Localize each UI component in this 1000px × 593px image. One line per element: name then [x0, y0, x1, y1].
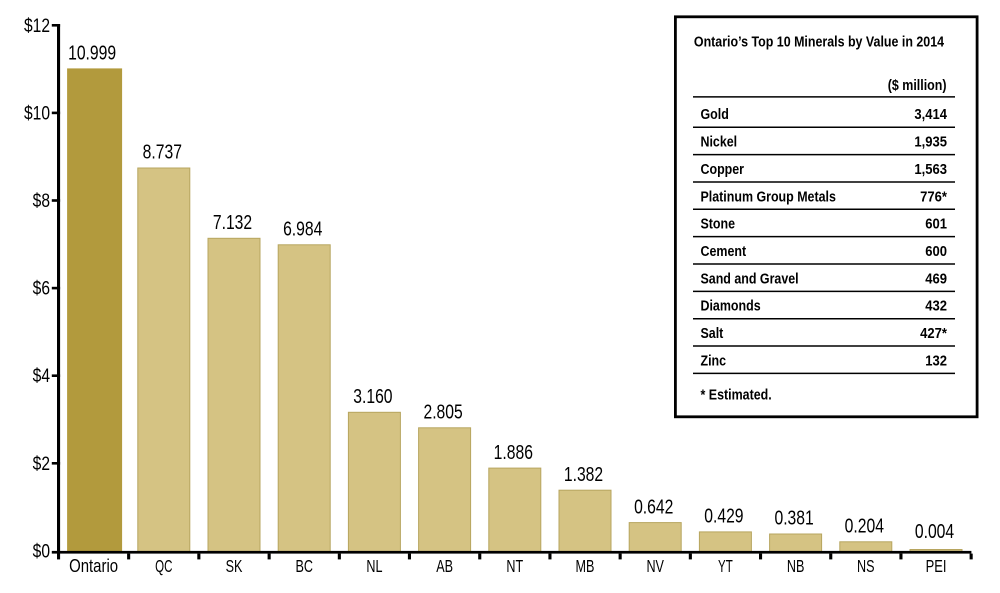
svg-text:0.204: 0.204: [845, 515, 884, 537]
svg-text:Ontario: Ontario: [69, 556, 118, 577]
svg-text:Salt: Salt: [701, 325, 724, 341]
svg-text:Nickel: Nickel: [701, 134, 738, 150]
svg-text:469: 469: [925, 270, 947, 287]
svg-text:YT: YT: [718, 557, 733, 577]
svg-text:Stone: Stone: [701, 216, 736, 232]
svg-text:3.160: 3.160: [353, 385, 392, 407]
svg-text:776*: 776*: [920, 187, 947, 204]
svg-text:$8: $8: [33, 190, 50, 212]
svg-text:0.004: 0.004: [915, 520, 954, 542]
svg-text:NB: NB: [787, 557, 804, 577]
svg-text:432: 432: [925, 297, 947, 314]
svg-text:1.382: 1.382: [564, 463, 603, 485]
svg-text:($ million): ($ million): [888, 77, 947, 93]
svg-text:MB: MB: [576, 557, 595, 577]
svg-text:Platinum Group Metals: Platinum Group Metals: [701, 188, 837, 204]
svg-text:NS: NS: [857, 557, 874, 577]
svg-text:Zinc: Zinc: [701, 352, 727, 368]
svg-text:7.132: 7.132: [213, 211, 252, 233]
svg-text:2.805: 2.805: [423, 401, 462, 423]
svg-text:* Estimated.: * Estimated.: [701, 386, 772, 402]
svg-text:$2: $2: [33, 452, 50, 474]
svg-text:Copper: Copper: [701, 161, 745, 177]
svg-text:NT: NT: [506, 557, 523, 577]
svg-text:Diamonds: Diamonds: [701, 298, 761, 314]
svg-text:6.984: 6.984: [283, 218, 322, 240]
svg-text:Sand and Gravel: Sand and Gravel: [701, 270, 799, 286]
svg-text:Gold: Gold: [701, 106, 729, 122]
svg-text:AB: AB: [436, 557, 453, 577]
svg-text:SK: SK: [226, 557, 243, 577]
svg-text:PEI: PEI: [926, 557, 947, 577]
svg-text:600: 600: [925, 242, 947, 259]
svg-text:Cement: Cement: [701, 243, 747, 259]
svg-text:10.999: 10.999: [68, 42, 116, 64]
svg-text:0.642: 0.642: [634, 496, 673, 518]
svg-text:NL: NL: [366, 557, 382, 577]
svg-text:$6: $6: [33, 277, 50, 299]
svg-text:1.886: 1.886: [494, 441, 533, 463]
svg-text:1,935: 1,935: [914, 133, 947, 150]
svg-text:$4: $4: [33, 365, 51, 387]
svg-text:3,414: 3,414: [914, 105, 947, 122]
svg-text:8.737: 8.737: [143, 141, 182, 163]
svg-text:$0: $0: [33, 540, 50, 562]
svg-text:$10: $10: [24, 102, 50, 124]
svg-text:0.429: 0.429: [704, 505, 743, 527]
svg-text:132: 132: [925, 352, 947, 369]
svg-text:NV: NV: [646, 557, 664, 577]
svg-text:$12: $12: [24, 14, 50, 36]
svg-text:BC: BC: [295, 557, 312, 577]
svg-text:0.381: 0.381: [774, 507, 813, 529]
svg-text:Ontario’s Top 10 Minerals by V: Ontario’s Top 10 Minerals by Value in 20…: [694, 33, 944, 49]
svg-text:QC: QC: [155, 557, 172, 577]
svg-text:601: 601: [925, 215, 947, 232]
svg-text:427*: 427*: [920, 324, 947, 341]
svg-text:1,563: 1,563: [914, 160, 947, 177]
